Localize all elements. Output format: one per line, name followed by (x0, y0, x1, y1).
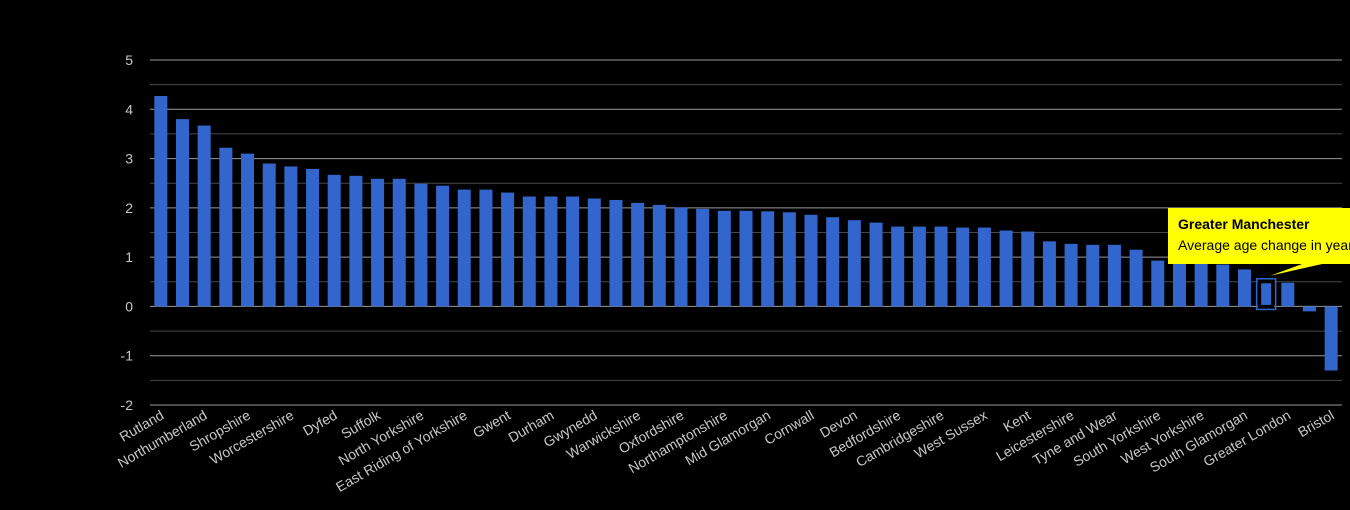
tooltip: Greater Manchester Average age change in… (1168, 208, 1350, 264)
bar[interactable] (349, 175, 363, 307)
bar[interactable] (804, 214, 818, 307)
x-tick-label: Dyfed (300, 407, 340, 439)
bar[interactable] (934, 226, 948, 307)
bar[interactable] (1237, 269, 1251, 307)
y-tick-label: 1 (125, 249, 133, 265)
y-tick-label: 0 (125, 298, 133, 314)
bar[interactable] (1064, 243, 1078, 307)
bar[interactable] (566, 196, 580, 307)
bar[interactable] (1281, 282, 1295, 307)
y-tick-label: -2 (121, 397, 134, 413)
bar[interactable] (761, 211, 775, 307)
bar[interactable] (1151, 260, 1165, 307)
bar[interactable] (1172, 260, 1186, 307)
bar[interactable] (631, 202, 645, 307)
bar-highlight-outline (1255, 278, 1277, 311)
bar[interactable] (544, 196, 558, 307)
bar[interactable] (1324, 306, 1338, 371)
bar[interactable] (1021, 231, 1035, 307)
tooltip-pointer (1270, 264, 1323, 276)
bar[interactable] (587, 198, 601, 307)
bar[interactable] (284, 166, 298, 307)
bar[interactable] (826, 217, 840, 307)
bar[interactable] (371, 178, 385, 307)
bar[interactable] (652, 204, 666, 307)
bar[interactable] (1086, 244, 1100, 307)
bar[interactable] (1042, 241, 1056, 307)
bar[interactable] (219, 147, 233, 307)
y-tick-label: -1 (121, 348, 134, 364)
bar[interactable] (197, 125, 211, 307)
x-axis-labels: RutlandNorthumberlandShropshireWorcester… (115, 406, 1337, 495)
bar[interactable] (891, 226, 905, 307)
bar[interactable] (479, 189, 493, 307)
bar[interactable] (977, 227, 991, 307)
x-tick-label: Bristol (1295, 407, 1337, 440)
bar[interactable] (869, 222, 883, 307)
y-tick-label: 5 (125, 52, 133, 68)
bar[interactable] (436, 185, 450, 307)
bar[interactable] (847, 220, 861, 307)
bar[interactable] (176, 119, 190, 307)
bar[interactable] (522, 196, 536, 307)
y-axis-ticks: 5 4 3 2 1 0 -1 -2 (121, 52, 134, 413)
bar[interactable] (1107, 244, 1121, 307)
bar[interactable] (327, 174, 341, 307)
bar[interactable] (457, 189, 471, 307)
bar[interactable] (306, 168, 320, 307)
bar[interactable] (717, 210, 731, 307)
bar-highlighted[interactable] (1258, 280, 1275, 308)
tooltip-title: Greater Manchester (1178, 216, 1310, 232)
bar[interactable] (392, 178, 406, 307)
bar[interactable] (501, 192, 515, 307)
bar[interactable] (1194, 262, 1208, 307)
bar[interactable] (912, 226, 926, 307)
tooltip-arrow (1270, 264, 1323, 276)
bar[interactable] (674, 207, 688, 307)
bar[interactable] (414, 183, 428, 307)
bar[interactable] (782, 212, 796, 307)
bar[interactable] (1302, 306, 1316, 312)
bar[interactable] (739, 210, 753, 307)
x-tick-label: Cornwall (761, 407, 816, 448)
bars (154, 95, 1338, 371)
tooltip-text: Average age change in years: 0.5 (1178, 237, 1350, 253)
bar[interactable] (241, 153, 255, 307)
bar[interactable] (696, 208, 710, 307)
bar[interactable] (956, 227, 970, 307)
bar[interactable] (1216, 264, 1230, 307)
bar[interactable] (999, 230, 1013, 307)
bar[interactable] (154, 95, 168, 307)
bar[interactable] (262, 163, 276, 307)
y-tick-label: 2 (125, 200, 133, 216)
y-tick-label: 4 (125, 101, 133, 117)
y-tick-label: 3 (125, 151, 133, 167)
bar[interactable] (1129, 249, 1143, 307)
bar[interactable] (609, 199, 623, 307)
